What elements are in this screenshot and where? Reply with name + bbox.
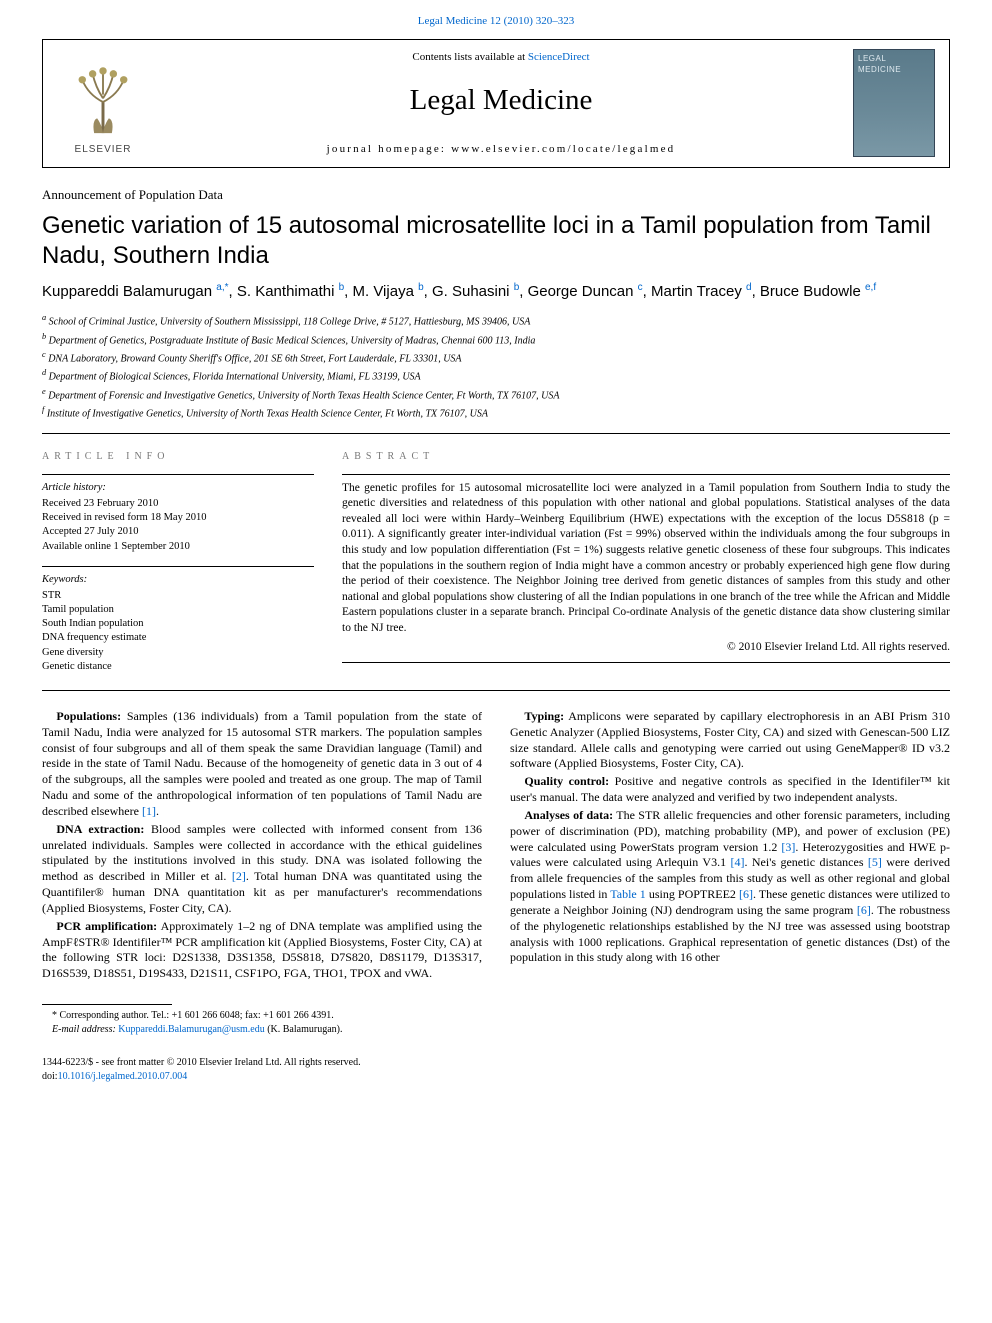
abstract-text: The genetic profiles for 15 autosomal mi…: [342, 481, 950, 636]
doi-link[interactable]: 10.1016/j.legalmed.2010.07.004: [58, 1071, 188, 1082]
affiliation: f Institute of Investigative Genetics, U…: [42, 404, 950, 421]
article-title: Genetic variation of 15 autosomal micros…: [42, 211, 950, 271]
keywords-label: Keywords:: [42, 573, 314, 587]
footnote: * Corresponding author. Tel.: +1 601 266…: [42, 1009, 462, 1036]
article-info: ARTICLE INFO Article history: Received 2…: [42, 440, 314, 684]
keyword: DNA frequency estimate: [42, 631, 314, 645]
para-dna-extraction: DNA extraction: Blood samples were colle…: [42, 822, 482, 917]
top-citation: Legal Medicine 12 (2010) 320–323: [0, 0, 992, 39]
cover-line2: MEDICINE: [858, 65, 930, 76]
journal-header: ELSEVIER Contents lists available at Sci…: [42, 39, 950, 168]
rule-top: [42, 433, 950, 434]
keyword: Tamil population: [42, 603, 314, 617]
affiliation: d Department of Biological Sciences, Flo…: [42, 367, 950, 384]
header-center: Contents lists available at ScienceDirec…: [163, 40, 839, 167]
email-tail: (K. Balamurugan).: [265, 1024, 343, 1035]
history-line: Available online 1 September 2010: [42, 540, 314, 554]
doi-line: doi:10.1016/j.legalmed.2010.07.004: [42, 1070, 950, 1084]
contents-prefix: Contents lists available at: [412, 51, 527, 63]
journal-cover-thumb: LEGAL MEDICINE: [853, 49, 935, 157]
email-link[interactable]: Kuppareddi.Balamurugan@usm.edu: [118, 1024, 264, 1035]
abstract: ABSTRACT The genetic profiles for 15 aut…: [342, 440, 950, 684]
keywords-block: Keywords: STR Tamil population South Ind…: [42, 566, 314, 674]
abstract-copyright: © 2010 Elsevier Ireland Ltd. All rights …: [342, 640, 950, 656]
para-pcr: PCR amplification: Approximately 1–2 ng …: [42, 919, 482, 982]
ref-6b[interactable]: [6]: [857, 903, 871, 917]
affiliation: b Department of Genetics, Postgraduate I…: [42, 331, 950, 348]
ref-3[interactable]: [3]: [781, 840, 795, 854]
corr-author: * Corresponding author. Tel.: +1 601 266…: [42, 1009, 462, 1023]
ref-1[interactable]: [1]: [142, 804, 156, 818]
keyword: Genetic distance: [42, 660, 314, 674]
body-columns: Populations: Samples (136 individuals) f…: [42, 709, 950, 982]
inner-rule-4: [342, 662, 950, 663]
affiliation: a School of Criminal Justice, University…: [42, 312, 950, 329]
lead-populations: Populations:: [56, 709, 121, 723]
sciencedirect-link[interactable]: ScienceDirect: [528, 51, 590, 63]
rule-bottom: [42, 690, 950, 691]
contents-line: Contents lists available at ScienceDirec…: [171, 50, 831, 65]
elsevier-tree-icon: [66, 65, 140, 139]
inner-rule-1: [42, 474, 314, 475]
ref-4[interactable]: [4]: [730, 855, 744, 869]
email-row: E-mail address: Kuppareddi.Balamurugan@u…: [42, 1023, 462, 1037]
para-typing: Typing: Amplicons were separated by capi…: [510, 709, 950, 772]
abstract-header: ABSTRACT: [342, 450, 950, 464]
keyword: Gene diversity: [42, 646, 314, 660]
history-line: Received 23 February 2010: [42, 497, 314, 511]
inner-rule-3: [342, 474, 950, 475]
front-matter: 1344-6223/$ - see front matter © 2010 El…: [42, 1056, 950, 1070]
journal-name: Legal Medicine: [171, 81, 831, 120]
para-analyses: Analyses of data: The STR allelic freque…: [510, 808, 950, 966]
article-type: Announcement of Population Data: [42, 186, 950, 204]
para-populations: Populations: Samples (136 individuals) f…: [42, 709, 482, 820]
para-text: Amplicons were separated by capillary el…: [510, 709, 950, 770]
affiliation: c DNA Laboratory, Broward County Sheriff…: [42, 349, 950, 366]
affiliation: e Department of Forensic and Investigati…: [42, 386, 950, 403]
lead-dna: DNA extraction:: [56, 822, 144, 836]
lead-typing: Typing:: [524, 709, 564, 723]
ref-2[interactable]: [2]: [232, 869, 246, 883]
publisher-name: ELSEVIER: [75, 143, 132, 157]
email-label: E-mail address:: [52, 1024, 116, 1035]
para-text: . Nei's genetic distances: [744, 855, 867, 869]
para-text: using POPTREE2: [646, 887, 739, 901]
para-text: Samples (136 individuals) from a Tamil p…: [42, 709, 482, 818]
lead-pcr: PCR amplification:: [56, 919, 157, 933]
doi-label: doi:: [42, 1071, 58, 1082]
footnote-rule: [42, 1004, 172, 1005]
publisher-block: ELSEVIER: [43, 40, 163, 167]
inner-rule-2: [42, 566, 314, 567]
ref-6a[interactable]: [6]: [739, 887, 753, 901]
lead-analyses: Analyses of data:: [524, 808, 613, 822]
cover-line1: LEGAL: [858, 54, 930, 65]
keyword: STR: [42, 589, 314, 603]
meta-row: ARTICLE INFO Article history: Received 2…: [42, 440, 950, 684]
table-1-link[interactable]: Table 1: [610, 887, 646, 901]
homepage-prefix: journal homepage:: [327, 143, 452, 155]
para-tail: .: [156, 804, 159, 818]
history-line: Received in revised form 18 May 2010: [42, 511, 314, 525]
homepage-url[interactable]: www.elsevier.com/locate/legalmed: [451, 143, 675, 155]
history-label: Article history:: [42, 481, 314, 495]
cover-block: LEGAL MEDICINE: [839, 40, 949, 167]
article-info-header: ARTICLE INFO: [42, 450, 314, 464]
homepage-line: journal homepage: www.elsevier.com/locat…: [171, 142, 831, 157]
para-qc: Quality control: Positive and negative c…: [510, 774, 950, 806]
ref-5[interactable]: [5]: [868, 855, 882, 869]
bottom-block: 1344-6223/$ - see front matter © 2010 El…: [42, 1056, 950, 1083]
affiliations: a School of Criminal Justice, University…: [42, 312, 950, 421]
lead-qc: Quality control:: [524, 774, 609, 788]
history-line: Accepted 27 July 2010: [42, 525, 314, 539]
authors: Kuppareddi Balamurugan a,*, S. Kanthimat…: [42, 281, 950, 302]
keyword: South Indian population: [42, 617, 314, 631]
